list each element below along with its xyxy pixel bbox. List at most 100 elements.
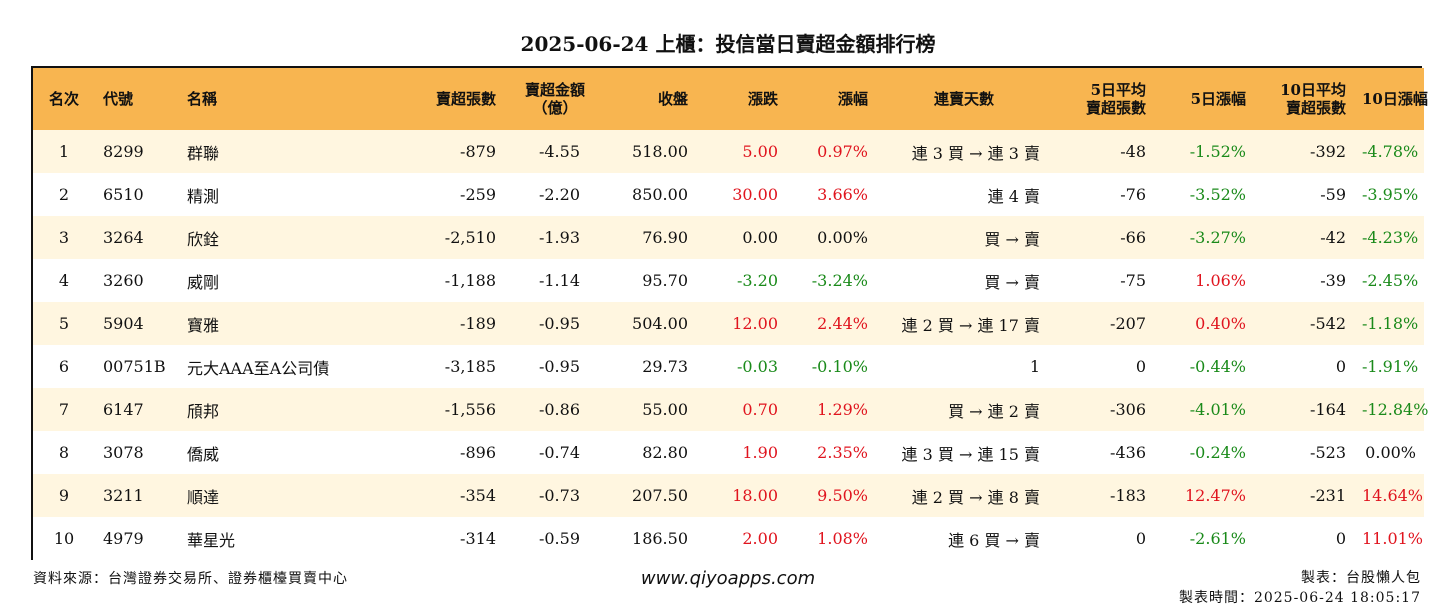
cell-close: 207.50	[632, 486, 688, 505]
cell-avg5: -66	[1120, 228, 1146, 247]
cell-change-pct: 2.44%	[817, 314, 868, 333]
header-sell-amount-line2: （億）	[532, 99, 578, 117]
table-row: 5 5904 寶雅 -189 -0.95 504.00 12.00 2.44% 連 2 買 → …	[33, 302, 1424, 345]
header-name: 名稱	[187, 90, 218, 108]
cell-change-pct: 3.66%	[817, 185, 868, 204]
cell-sell-amount: -4.55	[538, 142, 580, 161]
cell-sell-amount: -0.59	[538, 529, 580, 548]
cell-chg5: -1.52%	[1189, 142, 1246, 161]
cell-sell-amount: -0.74	[538, 443, 580, 462]
cell-chg10: -3.95%	[1362, 185, 1419, 204]
header-avg5-line2: 賣超張數	[1085, 99, 1146, 117]
cell-streak: 連 4 賣	[987, 186, 1040, 206]
cell-avg5: -436	[1110, 443, 1146, 462]
cell-streak: 買 → 連 2 賣	[948, 401, 1040, 421]
header-chg10: 10日漲幅	[1362, 90, 1428, 108]
cell-change: 1.90	[742, 443, 778, 462]
cell-name: 威剛	[187, 272, 220, 292]
cell-close: 55.00	[642, 400, 688, 419]
header-sell-amount-line1: 賣超金額	[524, 81, 585, 99]
cell-rank: 5	[58, 314, 70, 333]
cell-name: 寶雅	[187, 315, 220, 335]
header-close: 收盤	[657, 90, 688, 108]
cell-streak: 連 6 買 → 賣	[948, 530, 1040, 550]
cell-change: 18.00	[732, 486, 778, 505]
cell-rank: 6	[58, 357, 70, 376]
cell-streak: 買 → 賣	[984, 229, 1040, 249]
cell-avg5: -183	[1110, 486, 1146, 505]
table-row: 4 3260 威剛 -1,188 -1.14 95.70 -3.20 -3.24% 買 → 賣 -…	[33, 259, 1424, 302]
cell-name: 僑威	[187, 444, 220, 464]
cell-avg10: -59	[1320, 185, 1346, 204]
cell-rank: 10	[53, 529, 75, 548]
cell-sell-shares: -314	[460, 529, 496, 548]
cell-change-pct: 0.00%	[817, 228, 868, 247]
cell-name: 欣銓	[187, 229, 220, 249]
table-row: 2 6510 精測 -259 -2.20 850.00 30.00 3.66% 連 4 賣 -76…	[33, 173, 1424, 216]
cell-streak: 連 2 買 → 連 17 賣	[901, 315, 1040, 335]
cell-rank: 2	[58, 185, 70, 204]
cell-name: 群聯	[187, 143, 220, 163]
header-code: 代號	[103, 90, 134, 108]
cell-streak: 1	[1029, 357, 1040, 376]
cell-streak: 連 2 買 → 連 8 賣	[911, 487, 1040, 507]
cell-sell-amount: -0.95	[538, 357, 580, 376]
header-sell-amount: 賣超金額 （億）	[504, 68, 606, 130]
cell-sell-amount: -1.93	[538, 228, 580, 247]
cell-name: 精測	[187, 186, 220, 206]
cell-code: 6147	[103, 400, 144, 419]
cell-code: 3264	[103, 228, 144, 247]
cell-sell-shares: -896	[460, 443, 496, 462]
cell-rank: 3	[58, 228, 70, 247]
cell-rank: 4	[58, 271, 70, 290]
table-row: 3 3264 欣銓 -2,510 -1.93 76.90 0.00 0.00% 買 → 賣 -66…	[33, 216, 1424, 259]
cell-code: 3078	[103, 443, 144, 462]
cell-rank: 9	[58, 486, 70, 505]
cell-avg10: 0	[1335, 357, 1346, 376]
cell-sell-shares: -2,510	[444, 228, 496, 247]
cell-sell-amount: -1.14	[538, 271, 580, 290]
cell-chg5: 0.40%	[1195, 314, 1246, 333]
cell-chg5: -0.44%	[1189, 357, 1246, 376]
cell-change-pct: 9.50%	[817, 486, 868, 505]
header-rank: 名次	[48, 90, 79, 108]
cell-change-pct: -3.24%	[811, 271, 868, 290]
cell-change: 5.00	[742, 142, 778, 161]
website-link[interactable]: www.qiyoapps.com	[640, 568, 816, 589]
cell-streak: 連 3 買 → 連 3 賣	[911, 143, 1040, 163]
cell-code: 5904	[103, 314, 144, 333]
cell-sell-shares: -1,556	[444, 400, 496, 419]
cell-chg5: 12.47%	[1184, 486, 1246, 505]
cell-code: 00751B	[103, 357, 166, 376]
header-sell-shares: 賣超張數	[435, 90, 496, 108]
cell-sell-shares: -879	[460, 142, 496, 161]
cell-chg10: -4.78%	[1362, 142, 1419, 161]
header-avg10-line2: 賣超張數	[1285, 99, 1346, 117]
cell-sell-amount: -0.73	[538, 486, 580, 505]
cell-chg5: -3.52%	[1189, 185, 1246, 204]
cell-change: -0.03	[736, 357, 778, 376]
header-change-pct: 漲幅	[837, 90, 868, 108]
header-chg5: 5日漲幅	[1190, 90, 1246, 108]
cell-change-pct: 0.97%	[817, 142, 868, 161]
cell-avg5: -306	[1110, 400, 1146, 419]
header-avg10-line1: 10日平均	[1280, 81, 1346, 99]
maker-label: 製表：台股懶人包	[1301, 570, 1421, 586]
cell-avg10: -392	[1310, 142, 1346, 161]
cell-code: 8299	[103, 142, 144, 161]
table-row: 1 8299 群聯 -879 -4.55 518.00 5.00 0.97% 連 3 買 → 連…	[33, 130, 1424, 173]
cell-avg5: 0	[1135, 357, 1146, 376]
cell-sell-amount: -0.95	[538, 314, 580, 333]
cell-chg10: 14.64%	[1362, 486, 1424, 505]
cell-code: 4979	[103, 529, 144, 548]
cell-change-pct: 2.35%	[817, 443, 868, 462]
cell-avg10: -523	[1310, 443, 1346, 462]
cell-change: 30.00	[732, 185, 778, 204]
table-body: 1 8299 群聯 -879 -4.55 5 18.00 5.00 0.97% 連 3 買 → 連…	[33, 130, 1429, 560]
page-title: 2025-06-24 上櫃：投信當日賣超金額排行榜	[520, 32, 936, 56]
cell-name: 頎邦	[187, 401, 220, 421]
header-avg10: 10日平均 賣超張數	[1254, 68, 1354, 130]
cell-avg5: -75	[1120, 271, 1146, 290]
cell-chg10: -12.84%	[1362, 400, 1429, 419]
cell-close: 76.90	[642, 228, 688, 247]
